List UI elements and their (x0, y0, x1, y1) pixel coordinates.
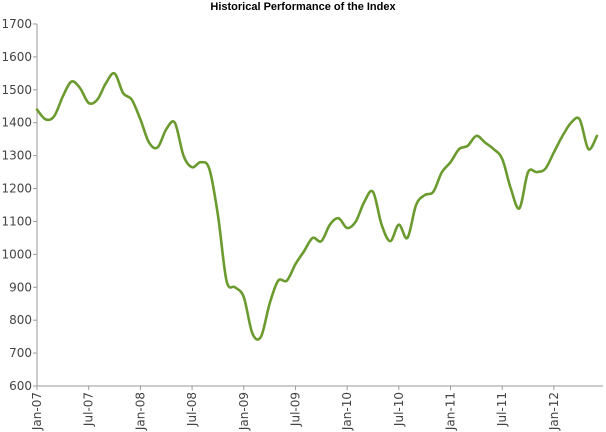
y-tick-label: 600 (9, 379, 32, 393)
y-tick-label: 900 (9, 280, 32, 294)
x-tick-label: Jan-07 (30, 392, 44, 431)
x-tick-label: Jul-11 (495, 392, 509, 427)
y-tick-label: 1600 (1, 50, 32, 64)
y-tick-label: 1700 (1, 17, 32, 31)
y-axis: 600 700 800 900 1000 1100 1200 1300 1400 1500 1600… (1, 17, 38, 393)
x-tick-label: Jul-07 (82, 392, 96, 427)
x-tick-label: Jan-09 (237, 392, 251, 431)
x-tick-label: Jul-08 (185, 392, 199, 427)
x-tick-label: Jan-08 (133, 392, 147, 431)
y-tick-label: 1000 (1, 247, 32, 261)
y-tick-label: 1500 (1, 83, 32, 97)
x-tick-label: Jul-10 (392, 392, 406, 427)
y-tick-label: 700 (9, 346, 32, 360)
x-tick-label: Jan-10 (340, 392, 354, 431)
x-tick-label: Jan-12 (547, 392, 561, 431)
series-line (35, 71, 599, 341)
chart-title: Historical Performance of the Index (210, 1, 396, 13)
y-tick-label: 800 (9, 313, 32, 327)
y-tick-label: 1200 (1, 182, 32, 196)
x-axis: Jan-07 Jul-07 Jan-08 Jul-08 Jan-09 Jul-09 Jan-… (30, 385, 603, 431)
y-tick-label: 1400 (1, 116, 32, 130)
y-tick-label: 1300 (1, 149, 32, 163)
x-tick-label: Jul-09 (288, 392, 302, 427)
x-tick-label: Jan-11 (444, 392, 458, 431)
y-tick-label: 1100 (1, 214, 32, 228)
plot-area (35, 71, 599, 341)
